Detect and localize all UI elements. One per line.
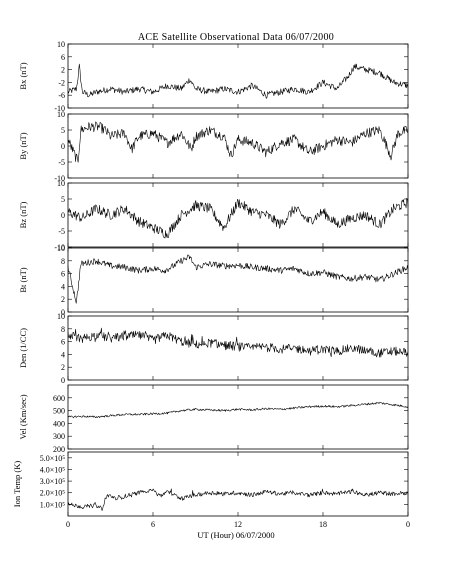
y-tick-label: 10 <box>57 40 65 49</box>
y-tick-label: 6 <box>61 338 65 347</box>
panel-y-label: Bz (nT) <box>18 201 28 228</box>
x-tick-label: 6 <box>151 520 155 529</box>
y-tick-label: 0 <box>61 142 65 151</box>
y-tick-label: 0 <box>61 376 65 385</box>
series-line <box>67 198 409 239</box>
panel-y-label: Den (1/CC) <box>18 328 28 368</box>
y-tick-label: 10 <box>57 312 65 321</box>
y-tick-label: 2 <box>61 363 65 372</box>
y-tick-label: 6 <box>61 270 65 279</box>
y-tick-label: 5.0×10⁵ <box>40 454 66 463</box>
y-tick-label: 8 <box>61 325 65 334</box>
y-tick-label: 500 <box>53 407 65 416</box>
y-tick-label: 10 <box>57 179 65 188</box>
x-tick-label: 12 <box>234 520 242 529</box>
y-tick-label: -10 <box>54 174 65 183</box>
y-tick-label: 4 <box>61 282 65 291</box>
y-tick-label: -5 <box>58 158 65 167</box>
y-tick-label: 0 <box>61 308 65 317</box>
panel-frame <box>67 113 409 179</box>
x-tick-label: 18 <box>319 520 327 529</box>
panel-y-label: Ion Temp (K) <box>12 461 22 508</box>
y-tick-label: 4.0×10⁵ <box>40 465 66 474</box>
panel-y-label: Vel (Km/sec) <box>18 394 28 439</box>
panel-3: 0 2 4 6 8 10 Bt (nT) <box>18 244 409 317</box>
series-line <box>67 488 409 511</box>
panel-frame <box>67 451 409 517</box>
y-tick-label: -10 <box>54 104 65 113</box>
y-tick-label: -5 <box>58 227 65 236</box>
y-tick-label: 8 <box>61 257 65 266</box>
y-tick-label: 5 <box>61 126 65 135</box>
panel-1: -10 -5 0 5 10 By (nT) <box>18 110 409 183</box>
series-line <box>67 327 409 358</box>
x-axis: 0 6 12 18 0 <box>66 520 410 529</box>
series-line <box>67 63 409 99</box>
panel-2: -10 -5 0 5 10 Bz (nT) <box>18 179 409 252</box>
y-tick-label: 2.0×10⁵ <box>40 489 66 498</box>
panel-0: -10 -6 -2 2 6 10 Bx (nT) <box>18 40 409 113</box>
y-tick-label: 200 <box>53 445 65 454</box>
panel-4: 0 2 4 6 8 10 Den (1/CC) <box>18 312 409 385</box>
x-tick-label: 0 <box>66 520 70 529</box>
y-tick-label: 400 <box>53 419 65 428</box>
y-tick-label: 4 <box>61 350 65 359</box>
y-tick-label: -6 <box>58 91 65 100</box>
y-tick-label: 0 <box>61 211 65 220</box>
series-line <box>67 402 409 419</box>
chart-title: ACE Satellite Observational Data 06/07/2… <box>138 32 334 43</box>
y-tick-label: 6 <box>61 53 65 62</box>
y-tick-label: 2 <box>61 66 65 75</box>
y-tick-label: 3.0×10⁵ <box>40 477 66 486</box>
panel-frame <box>67 43 409 109</box>
series-line <box>67 254 409 304</box>
y-tick-label: 10 <box>57 244 65 253</box>
panel-y-label: Bx (nT) <box>18 62 28 89</box>
x-tick-label: 0 <box>406 520 410 529</box>
panel-frame <box>67 384 409 450</box>
y-tick-label: 1.0×10⁵ <box>40 500 66 509</box>
y-tick-label: -2 <box>58 78 65 87</box>
panel-5: 200 300 400 500 600 Vel (Km/sec) <box>18 384 409 454</box>
panel-y-label: By (nT) <box>18 132 28 159</box>
chart-panels: -10 -6 -2 2 6 10 Bx (nT) -10 -5 0 5 10 By (nT) -10 -5 0… <box>12 40 409 517</box>
y-tick-label: 10 <box>57 110 65 119</box>
y-tick-label: 300 <box>53 432 65 441</box>
y-tick-label: -10 <box>54 243 65 252</box>
panel-y-label: Bt (nT) <box>18 267 28 292</box>
y-tick-label: 2 <box>61 295 65 304</box>
y-tick-label: 600 <box>53 394 65 403</box>
series-line <box>67 121 409 163</box>
y-tick-label: 5 <box>61 195 65 204</box>
x-axis-label: UT (Hour) 06/07/2000 <box>197 530 274 540</box>
panel-6: 1.0×10⁵ 2.0×10⁵ 3.0×10⁵ 4.0×10⁵ 5.0×10⁵ Ion T… <box>12 451 409 517</box>
